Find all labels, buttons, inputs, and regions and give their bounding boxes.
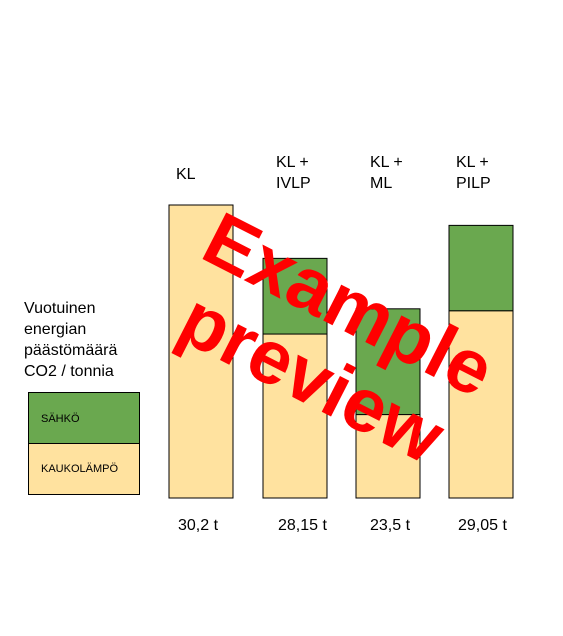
bar-kl-ml-district-heating [355, 414, 421, 499]
bar-kl-ivlp-electricity [262, 257, 328, 335]
legend-label-electricity: SÄHKÖ [41, 413, 80, 425]
category-label-kl: KL [176, 166, 196, 183]
total-label-kl: 30,2 t [178, 517, 219, 534]
total-label-kl-ml: 23,5 t [370, 517, 411, 534]
bar-kl-ml-electricity [355, 308, 421, 416]
bar-kl-pilp-district-heating [448, 310, 514, 499]
bar-kl-pilp-electricity [448, 224, 514, 312]
category-label-kl-pilp: KL + PILP [456, 154, 491, 192]
chart-title: Vuotuinen energian päästömäärä CO2 / ton… [24, 300, 118, 380]
bar-kl-district-heating [168, 204, 234, 499]
category-label-kl-ivlp: KL + IVLP [276, 154, 311, 192]
bar-kl-ivlp-district-heating [262, 333, 328, 499]
total-label-kl-pilp: 29,05 t [458, 517, 507, 534]
legend-swatch-district-heating: KAUKOLÄMPÖ [28, 443, 140, 495]
legend-label-district-heating: KAUKOLÄMPÖ [41, 463, 119, 475]
category-label-kl-ml: KL + ML [370, 154, 403, 192]
total-label-kl-ivlp: 28,15 t [278, 517, 327, 534]
